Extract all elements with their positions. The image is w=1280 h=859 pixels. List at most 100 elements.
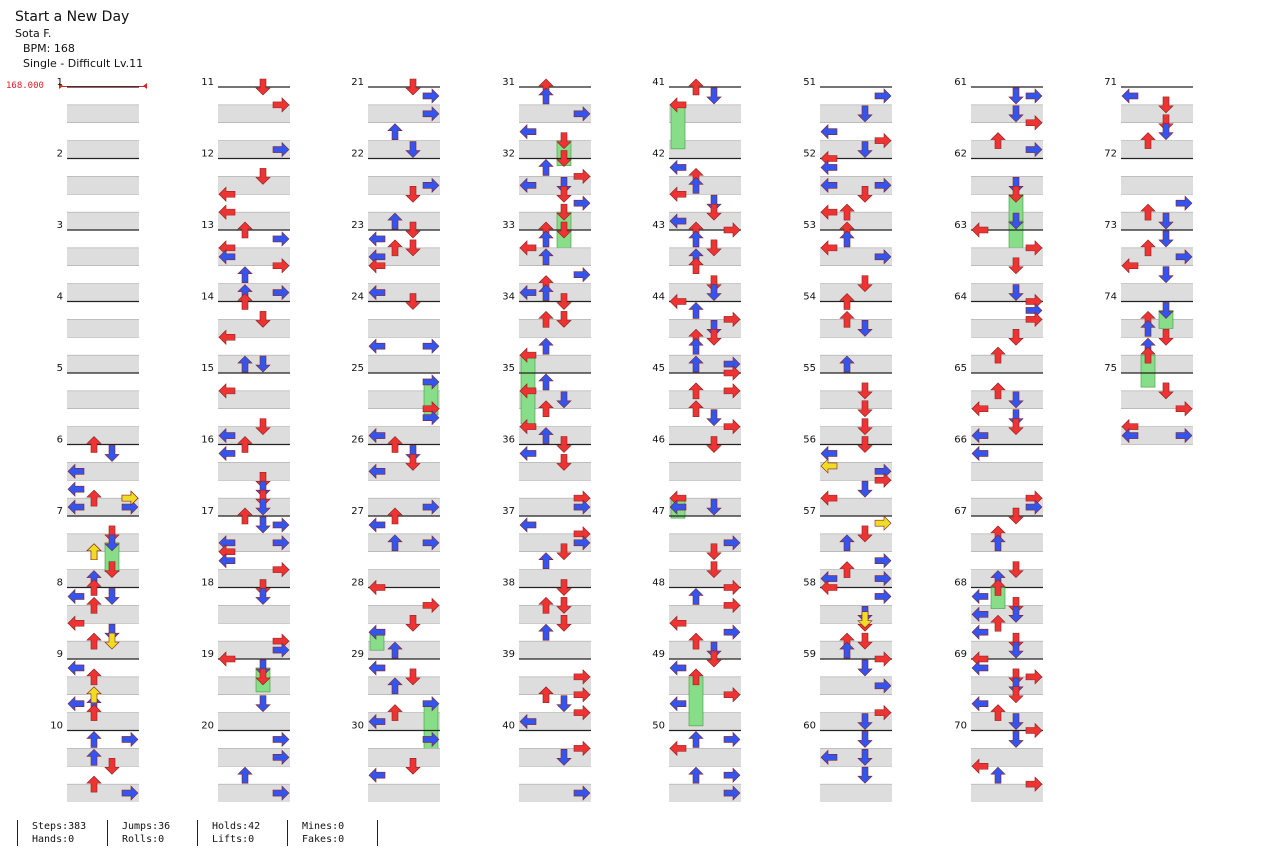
down-arrow-note [688, 230, 704, 248]
up-arrow-note [556, 293, 572, 310]
left-arrow-note [971, 401, 989, 417]
left-arrow-note [218, 445, 236, 462]
down-arrow-note [538, 373, 554, 391]
up-arrow-note [255, 418, 271, 436]
down-arrow-note [86, 775, 102, 793]
beat-band [669, 533, 741, 552]
down-arrow-note [1140, 239, 1156, 257]
measure-number: 75 [1104, 363, 1117, 374]
beat-band [519, 247, 591, 266]
up-arrow-note [104, 525, 120, 543]
beat-band [368, 140, 440, 159]
beat-band [971, 462, 1043, 481]
beat-band [67, 426, 139, 445]
beat-band [218, 140, 290, 159]
up-arrow-note [1008, 507, 1024, 525]
beat-band [820, 319, 892, 338]
left-arrow-note [820, 123, 838, 140]
beat-band [820, 355, 892, 373]
beat-band [820, 283, 892, 302]
right-arrow-note [1025, 776, 1043, 792]
right-arrow-note [272, 284, 290, 301]
measure-number: 31 [502, 77, 515, 88]
up-arrow-note [857, 731, 873, 748]
down-arrow-note [990, 704, 1006, 721]
stats-divider [197, 820, 198, 846]
left-arrow-note [820, 490, 838, 506]
stat-rolls: Rolls:0 [122, 834, 165, 845]
beat-band [820, 784, 892, 802]
beat-band [971, 283, 1043, 302]
beat-band [218, 712, 290, 731]
beat-band [820, 712, 892, 731]
up-arrow-note [857, 749, 873, 766]
measure-number: 55 [803, 363, 816, 374]
up-arrow-note [255, 78, 271, 96]
beat-band [971, 355, 1043, 373]
right-arrow-note [723, 383, 741, 399]
beat-band [669, 641, 741, 659]
stats-footer: Steps:383 Hands:0 Jumps:36 Rolls:0 Holds… [0, 818, 1280, 848]
left-arrow-note [971, 588, 989, 605]
beat-band [368, 533, 440, 552]
measure-number: 73 [1104, 220, 1117, 231]
right-arrow-note [1025, 722, 1043, 739]
right-arrow-note [422, 177, 440, 194]
right-arrow-note [723, 311, 741, 328]
measure-number: 41 [652, 77, 665, 88]
left-arrow-note [519, 284, 537, 301]
down-arrow-note [839, 641, 855, 659]
up-arrow-note [556, 391, 572, 409]
beat-band [669, 784, 741, 802]
up-arrow-note [857, 141, 873, 158]
left-arrow-note [1121, 258, 1139, 274]
right-arrow-note [573, 499, 591, 515]
beat-band [669, 498, 741, 516]
left-arrow-note [820, 445, 838, 462]
left-arrow-note [368, 517, 386, 533]
measure-number: 50 [652, 721, 665, 732]
beat-band [971, 533, 1043, 552]
right-arrow-note [723, 365, 741, 381]
up-arrow-note [556, 311, 572, 328]
up-arrow-note [706, 239, 722, 257]
left-arrow-note [669, 159, 687, 176]
up-arrow-note [255, 168, 271, 185]
beat-band [1121, 319, 1193, 338]
measure-number: 18 [201, 578, 214, 589]
beat-band [971, 212, 1043, 230]
measure-number: 15 [201, 363, 214, 374]
measure-number: 22 [351, 149, 364, 160]
beat-band [218, 641, 290, 659]
down-arrow-note [839, 561, 855, 578]
down-arrow-note [990, 346, 1006, 364]
beat-band [519, 676, 591, 695]
down-arrow-note [839, 534, 855, 552]
beat-band [519, 748, 591, 767]
down-arrow-note [387, 239, 403, 257]
up-arrow-note [255, 471, 271, 489]
beat-band [519, 176, 591, 195]
down-arrow-note [1140, 203, 1156, 221]
up-arrow-note [255, 498, 271, 516]
up-arrow-note [255, 659, 271, 677]
beat-band [820, 247, 892, 266]
beat-band [820, 140, 892, 159]
up-arrow-note [255, 480, 271, 498]
left-arrow-note [669, 97, 687, 113]
measure-number: 4 [57, 292, 63, 303]
right-arrow-note [723, 418, 741, 435]
right-arrow-note [121, 785, 139, 801]
down-arrow-note [387, 123, 403, 140]
song-artist: Sota F. [15, 27, 52, 40]
beat-band [368, 462, 440, 481]
beat-band [971, 641, 1043, 659]
left-arrow-note [519, 123, 537, 140]
measure-number: 72 [1104, 149, 1117, 160]
up-arrow-note [556, 454, 572, 471]
down-arrow-note [538, 284, 554, 301]
left-arrow-note [820, 749, 838, 766]
left-arrow-note [669, 695, 687, 712]
left-arrow-note [368, 624, 386, 640]
right-arrow-note [1025, 302, 1043, 319]
